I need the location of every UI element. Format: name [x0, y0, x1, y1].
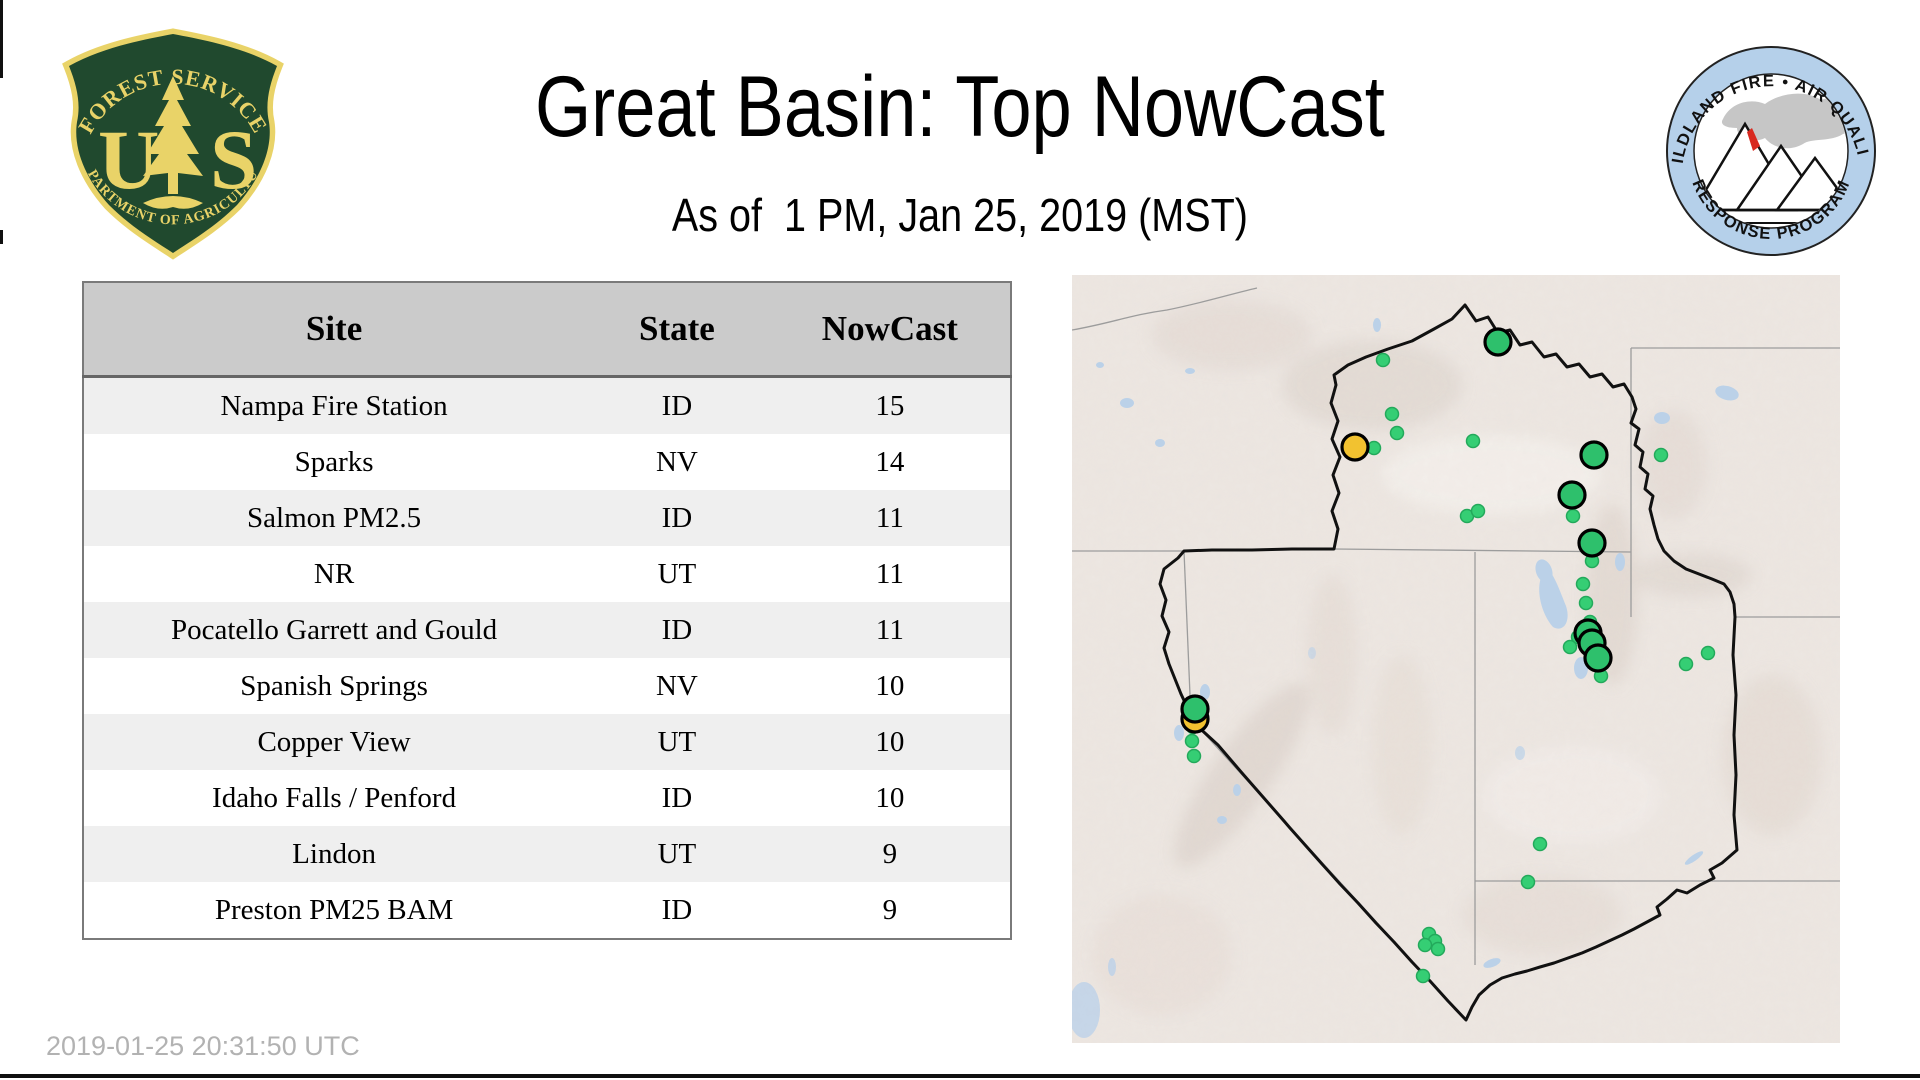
- monitor-dot-small: [1384, 406, 1400, 422]
- nowcast-cell: 10: [769, 658, 1011, 714]
- site-cell: Idaho Falls / Penford: [83, 770, 585, 826]
- map-canvas: [1068, 275, 1840, 1043]
- nowcast-cell: 15: [769, 376, 1011, 434]
- site-cell: Nampa Fire Station: [83, 376, 585, 434]
- site-cell: Spanish Springs: [83, 658, 585, 714]
- monitor-dot-large-green: [1577, 528, 1607, 558]
- state-cell: NV: [584, 434, 770, 490]
- table-row: Lindon UT 9: [83, 826, 1011, 882]
- monitor-dot-small: [1565, 508, 1581, 524]
- monitor-dot-large-green: [1583, 643, 1613, 673]
- monitor-dot-small: [1678, 656, 1694, 672]
- page-title: Great Basin: Top NowCast: [535, 59, 1385, 155]
- column-header-nowcast: NowCast: [769, 282, 1011, 378]
- column-header-state: State: [584, 282, 770, 378]
- monitor-dot-large-green: [1557, 480, 1587, 510]
- monitor-dot-small: [1184, 733, 1200, 749]
- great-basin-map: [1068, 275, 1840, 1048]
- monitor-dot-large-green: [1483, 327, 1513, 357]
- site-cell: Pocatello Garrett and Gould: [83, 602, 585, 658]
- nowcast-cell: 14: [769, 434, 1011, 490]
- generation-timestamp: 2019-01-25 20:31:50 UTC: [46, 1031, 360, 1061]
- shield-letter-u: U: [98, 113, 159, 207]
- nowcast-cell: 11: [769, 490, 1011, 546]
- wfaqrp-logo: WILDLAND FIRE • AIR QUALITY RESPONSE PRO…: [1651, 26, 1882, 267]
- state-cell: UT: [584, 826, 770, 882]
- monitor-dot-small: [1532, 836, 1548, 852]
- monitor-dot-small: [1430, 941, 1446, 957]
- table-row: Idaho Falls / Penford ID 10: [83, 770, 1011, 826]
- left-edge-mark: [0, 230, 3, 244]
- monitor-dot-small: [1520, 874, 1536, 890]
- table-row: Salmon PM2.5 ID 11: [83, 490, 1011, 546]
- monitor-dot-small: [1186, 748, 1202, 764]
- great-basin-boundary: [1158, 303, 1739, 1022]
- flame-icon: [1747, 128, 1760, 151]
- state-cell: ID: [584, 882, 770, 939]
- nowcast-cell: 10: [769, 770, 1011, 826]
- forest-service-logo: U S FOREST SERVICE DEPARTMENT OF AGRICUL…: [44, 15, 296, 265]
- monitor-dot-small: [1562, 639, 1578, 655]
- state-cell: ID: [584, 770, 770, 826]
- state-cell: NV: [584, 658, 770, 714]
- table-row: Sparks NV 14: [83, 434, 1011, 490]
- lakes: [1068, 318, 1739, 1038]
- monitor-dot-small: [1575, 576, 1591, 592]
- table-row: Pocatello Garrett and Gould ID 11: [83, 602, 1011, 658]
- state-cell: ID: [584, 490, 770, 546]
- site-cell: NR: [83, 546, 585, 602]
- site-cell: Salmon PM2.5: [83, 490, 585, 546]
- left-edge-mark: [0, 0, 3, 78]
- table-row: Spanish Springs NV 10: [83, 658, 1011, 714]
- monitor-dot-small: [1417, 937, 1433, 953]
- monitor-dot-small: [1470, 503, 1486, 519]
- svg-text:S: S: [210, 113, 257, 207]
- bottom-rule: [0, 1074, 1920, 1078]
- state-cell: ID: [584, 376, 770, 434]
- monitor-dot-large-green: [1180, 694, 1210, 724]
- nowcast-cell: 11: [769, 546, 1011, 602]
- monitor-dot-large-green: [1579, 440, 1609, 470]
- nowcast-table: Site State NowCast Nampa Fire Station ID 1…: [82, 281, 1012, 940]
- table-row: Nampa Fire Station ID 15: [83, 376, 1011, 434]
- page-subtitle: As of 1 PM, Jan 25, 2019 (MST): [671, 189, 1249, 241]
- table-row: NR UT 11: [83, 546, 1011, 602]
- site-cell: Lindon: [83, 826, 585, 882]
- monitor-dot-small: [1375, 352, 1391, 368]
- monitor-dot-small: [1578, 595, 1594, 611]
- monitor-dot-small: [1415, 968, 1431, 984]
- site-cell: Preston PM25 BAM: [83, 882, 585, 939]
- monitor-dot-small: [1653, 447, 1669, 463]
- monitor-dot-small: [1389, 425, 1405, 441]
- table-row: Preston PM25 BAM ID 9: [83, 882, 1011, 939]
- nowcast-cell: 9: [769, 882, 1011, 939]
- nowcast-cell: 11: [769, 602, 1011, 658]
- shield-letter-s: S: [210, 113, 257, 207]
- pine-tree-icon: [143, 76, 203, 194]
- monitor-dot-small: [1465, 433, 1481, 449]
- site-cell: Sparks: [83, 434, 585, 490]
- state-cell: UT: [584, 714, 770, 770]
- monitor-dot-small: [1700, 645, 1716, 661]
- nowcast-cell: 9: [769, 826, 1011, 882]
- svg-text:U: U: [98, 113, 159, 207]
- state-cell: ID: [584, 602, 770, 658]
- monitor-dot-large-yellow: [1340, 432, 1370, 462]
- forest-service-shield-icon: U S FOREST SERVICE DEPARTMENT OF AGRICUL…: [44, 15, 284, 260]
- wfaqrp-badge-icon: WILDLAND FIRE • AIR QUALITY RESPONSE PRO…: [1651, 26, 1876, 256]
- table-header-row: Site State NowCast: [83, 282, 1011, 378]
- site-cell: Copper View: [83, 714, 585, 770]
- state-cell: UT: [584, 546, 770, 602]
- monitor-markers: [1180, 327, 1716, 984]
- column-header-site: Site: [83, 282, 585, 378]
- table-row: Copper View UT 10: [83, 714, 1011, 770]
- nowcast-cell: 10: [769, 714, 1011, 770]
- tree-base: [143, 196, 203, 209]
